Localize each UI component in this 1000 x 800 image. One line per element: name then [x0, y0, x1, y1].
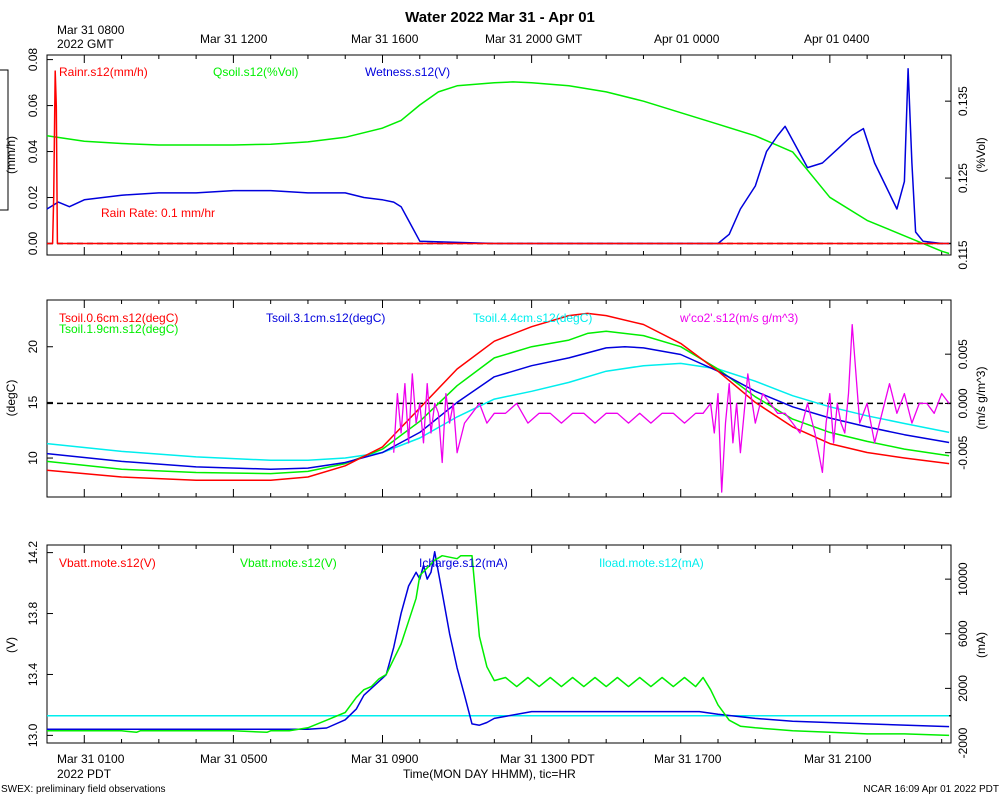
y-axis-label-left: (mm/h): [4, 136, 18, 174]
top-axis-first-label: Mar 31 0800: [57, 23, 125, 37]
series-tsoil-06: [46, 312, 950, 482]
bottom-axis-label: Mar 31 0900: [351, 752, 419, 766]
legend-vbatt-green: Vbatt.mote.s12(V): [240, 556, 337, 570]
y-axis-label-right: (mA): [974, 632, 988, 658]
y-axis-label-left: (degC): [4, 380, 18, 417]
y-tick-label-left: 13.4: [26, 662, 40, 686]
top-axis-label: Apr 01 0400: [804, 32, 870, 46]
series-tsoil-44: [46, 362, 950, 462]
legend-icharge: Icharge.s12(mA): [419, 556, 508, 570]
legend-wco2: w'co2'.s12(m/s g/m^3): [680, 311, 799, 325]
panel-frame: [46, 544, 952, 744]
y-tick-label-right: 0.125: [956, 163, 970, 193]
bottom-axis-label: Mar 31 0100: [57, 752, 125, 766]
legend-vbatt-red: Vbatt.mote.s12(V): [59, 556, 156, 570]
bottom-axis-label: Mar 31 1300 PDT: [500, 752, 595, 766]
bottom-axis-caption: Time(MON DAY HHMM), tic=HR: [403, 767, 576, 781]
top-axis-label: Mar 31 1200: [200, 32, 268, 46]
y-axis-label-left: (V): [4, 637, 18, 653]
footer-left: SWEX: preliminary field observations: [1, 784, 166, 795]
y-tick-label-left: 13.0: [26, 723, 40, 747]
y-tick-label-left: 20: [26, 340, 40, 354]
y-tick-label-right: -0.005: [956, 435, 970, 469]
series-tsoil-19: [46, 330, 950, 475]
legend-tsoil-31: Tsoil.3.1cm.s12(degC): [266, 311, 386, 325]
y-tick-label-left: 0.08: [26, 48, 40, 72]
series-wco2: [393, 323, 950, 493]
y-tick-label-right: 0.135: [956, 86, 970, 116]
legend-tsoil-19: Tsoil.1.9cm.s12(degC): [59, 322, 179, 336]
legend-rainr: Rainr.s12(mm/h): [59, 65, 148, 79]
legend-tsoil-44: Tsoil.4.4cm.s12(degC): [473, 311, 593, 325]
y-tick-label-left: 13.8: [26, 602, 40, 626]
rain-rate-annotation: Rain Rate: 0.1 mm/hr: [101, 206, 216, 220]
left-edge-marker: [0, 69, 9, 211]
panel-frame: [46, 54, 952, 256]
y-tick-label-right: 2000: [956, 675, 970, 702]
series-icharge: [47, 551, 950, 731]
y-tick-label-left: 14.2: [26, 541, 40, 565]
y-tick-label-right: 10000: [956, 562, 970, 596]
bottom-axis-sub: 2022 PDT: [57, 767, 112, 781]
legend-tsoil-06: Tsoil.0.6cm.s12(degC): [59, 311, 179, 325]
top-axis-label: Mar 31 2000 GMT: [485, 32, 583, 46]
top-axis-label: Mar 31 1600: [351, 32, 419, 46]
legend-qsoil: Qsoil.s12(%Vol): [213, 65, 299, 79]
series-tsoil-31: [46, 345, 950, 470]
y-axis-label-right: (%Vol): [974, 137, 988, 172]
y-tick-label-right: 0.000: [956, 388, 970, 418]
top-axis-label: Apr 01 0000: [654, 32, 720, 46]
chart-title: Water 2022 Mar 31 - Apr 01: [405, 9, 595, 26]
y-axis-label-right: (m/s g/m^3): [974, 367, 988, 430]
y-tick-label-right: -2000: [956, 727, 970, 758]
y-tick-label-right: 6000: [956, 620, 970, 647]
series-qsoil: [46, 81, 950, 255]
y-tick-label-right: 0.005: [956, 339, 970, 369]
y-tick-label-left: 0.04: [26, 140, 40, 164]
legend-wetness: Wetness.s12(V): [365, 65, 451, 79]
bottom-axis-label: Mar 31 1700: [654, 752, 722, 766]
y-tick-label-left: 15: [26, 395, 40, 409]
bottom-axis-label: Mar 31 0500: [200, 752, 268, 766]
y-tick-label-left: 0.00: [26, 232, 40, 256]
series-rainr: [47, 70, 950, 245]
y-tick-label-left: 0.02: [26, 186, 40, 210]
footer-right: NCAR 16:09 Apr 01 2022 PDT: [863, 784, 999, 795]
bottom-axis-label: Mar 31 2100: [804, 752, 872, 766]
panel-frame: [46, 299, 952, 498]
y-tick-label-left: 0.06: [26, 94, 40, 118]
y-tick-label-right: 0.115: [956, 240, 970, 269]
y-tick-label-left: 10: [26, 451, 40, 465]
series-vbatt: [47, 554, 950, 737]
top-axis-first-sub: 2022 GMT: [57, 37, 114, 51]
legend-iload: Iload.mote.s12(mA): [599, 556, 704, 570]
